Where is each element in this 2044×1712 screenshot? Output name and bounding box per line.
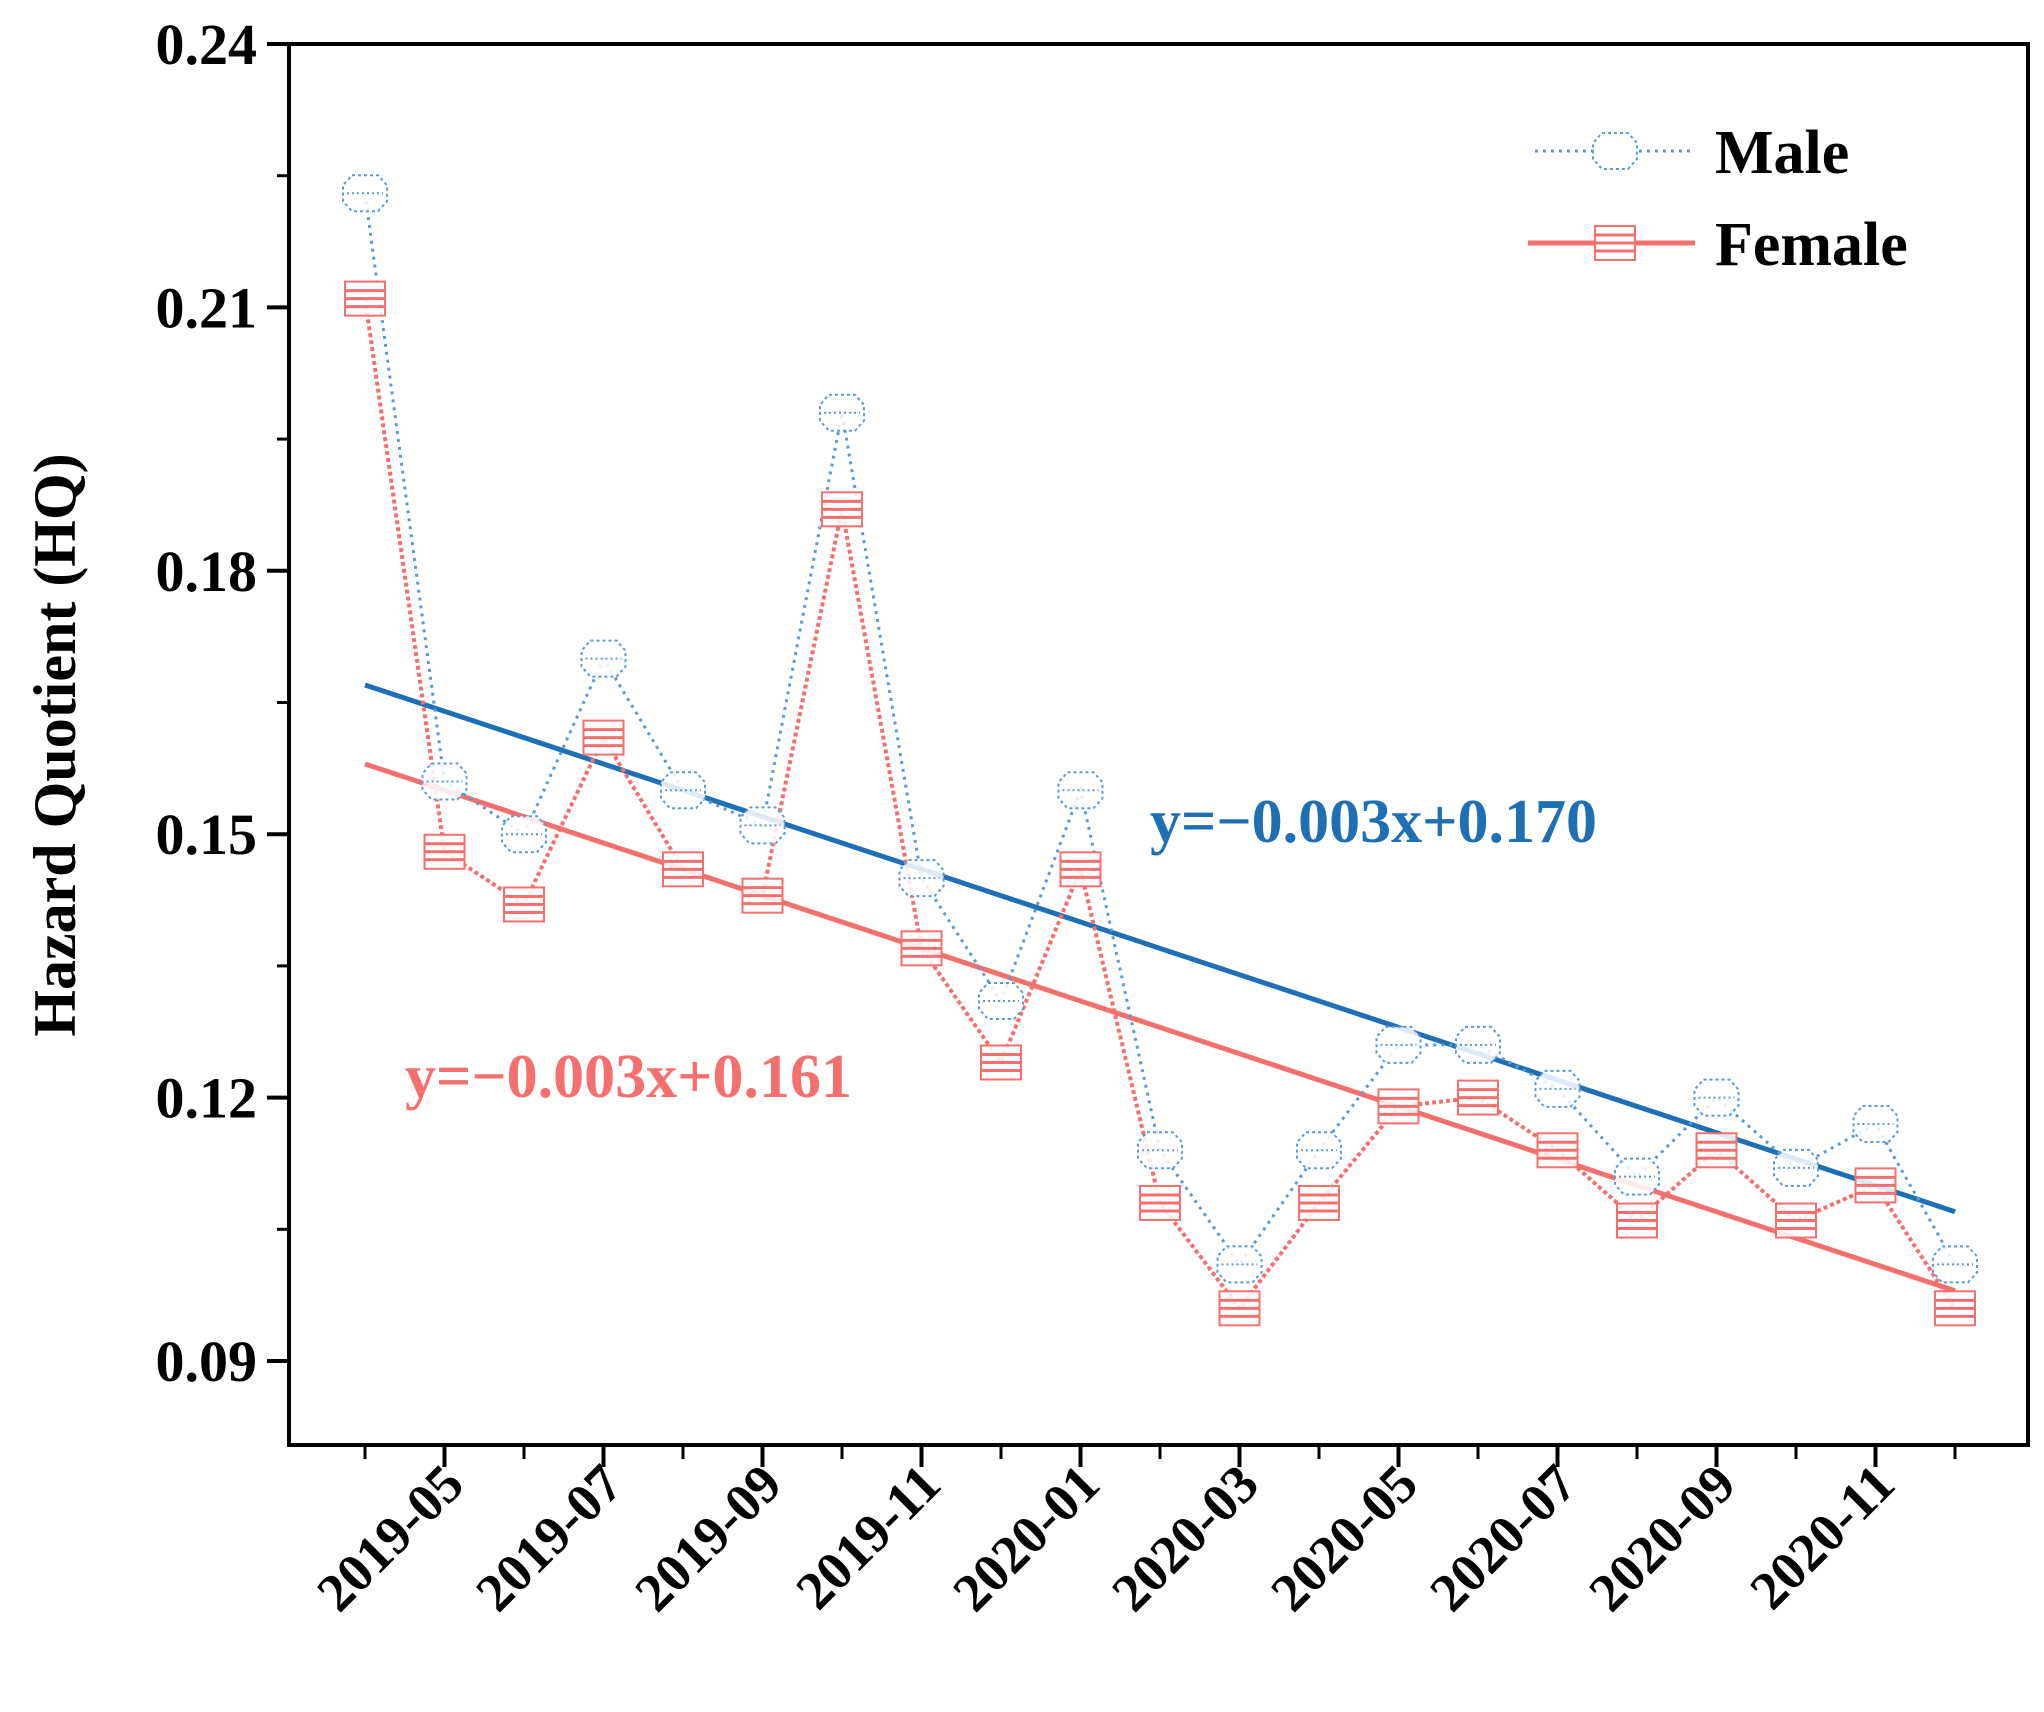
female-point — [741, 877, 784, 914]
female-point — [1377, 1088, 1420, 1125]
y-axis-title: Hazard Quotient (HQ) — [22, 453, 88, 1036]
x-tick-label: 2020-03 — [1100, 1453, 1270, 1623]
legend-item-female: Female — [1528, 211, 1908, 279]
series-lines — [363, 193, 1957, 1312]
male-point — [1852, 1104, 1899, 1143]
x-tick-label: 2019-11 — [784, 1453, 952, 1621]
y-tick-label: 0.24 — [156, 12, 258, 77]
male-point — [1375, 1025, 1422, 1064]
female-trend-line — [364, 761, 1956, 1294]
x-tick-label: 2019-09 — [623, 1453, 793, 1623]
male-point — [1693, 1078, 1740, 1117]
male-point — [1773, 1148, 1819, 1187]
y-tick-label: 0.21 — [156, 275, 258, 340]
female-point — [1934, 1290, 1976, 1327]
female-series-line — [363, 298, 1957, 1312]
y-axis: 0.09 0.12 0.15 0.18 0.21 0.24 — [156, 12, 289, 1394]
male-point — [898, 859, 945, 898]
legend-male-label: Male — [1715, 119, 1849, 187]
female-point — [1775, 1202, 1817, 1239]
female-point — [900, 930, 943, 967]
female-point — [980, 1044, 1022, 1081]
male-point — [1137, 1131, 1183, 1170]
x-axis: 2019-052019-072019-092019-112020-012020-… — [305, 1445, 1957, 1623]
male-point — [1057, 771, 1104, 810]
male-point — [1216, 1245, 1263, 1284]
female-point — [344, 280, 386, 317]
x-tick-label: 2020-09 — [1577, 1453, 1747, 1623]
female-point — [1854, 1167, 1897, 1204]
female-point — [1139, 1184, 1181, 1221]
x-tick-label: 2019-07 — [464, 1453, 634, 1623]
series-markers — [342, 174, 1978, 1327]
male-point — [342, 174, 388, 213]
male-point — [1296, 1131, 1342, 1170]
legend-item-male: Male — [1535, 119, 1849, 187]
female-point — [1059, 851, 1102, 888]
female-point — [1298, 1184, 1340, 1221]
female-point — [1218, 1290, 1261, 1327]
male-point — [1932, 1245, 1978, 1284]
female-point — [1457, 1079, 1499, 1116]
legend-female-marker — [1594, 225, 1636, 261]
y-tick-label: 0.18 — [156, 539, 258, 604]
x-tick-label: 2020-11 — [1738, 1453, 1906, 1621]
x-tick-label: 2020-07 — [1418, 1453, 1588, 1623]
male-point — [501, 815, 547, 854]
female-point — [503, 886, 545, 923]
female-point — [1616, 1202, 1658, 1239]
x-tick-label: 2020-05 — [1259, 1453, 1429, 1623]
y-tick-label: 0.15 — [156, 802, 258, 867]
x-tick-label: 2019-05 — [305, 1453, 475, 1623]
legend: Male Female — [1528, 119, 1908, 279]
male-trend-equation: y=−0.003x+0.170 — [1150, 788, 1597, 856]
male-point — [1614, 1157, 1660, 1196]
male-series-line — [363, 193, 1957, 1268]
male-point — [978, 982, 1024, 1021]
female-point — [662, 851, 704, 888]
male-point — [819, 393, 865, 432]
male-point — [1534, 1069, 1581, 1108]
female-trend-equation: y=−0.003x+0.161 — [405, 1043, 852, 1111]
legend-male-marker — [1592, 132, 1638, 170]
male-point — [421, 762, 468, 801]
male-point — [580, 639, 627, 678]
female-point — [423, 833, 466, 870]
male-point — [660, 771, 706, 810]
female-point — [582, 719, 625, 756]
y-tick-label: 0.12 — [156, 1066, 258, 1131]
female-point — [1536, 1132, 1579, 1169]
female-point — [1695, 1132, 1738, 1169]
female-point — [821, 491, 863, 528]
legend-female-label: Female — [1715, 211, 1908, 279]
male-point — [1455, 1025, 1501, 1064]
y-tick-label: 0.09 — [156, 1329, 258, 1394]
male-point — [739, 806, 786, 845]
x-tick-label: 2020-01 — [941, 1453, 1111, 1623]
